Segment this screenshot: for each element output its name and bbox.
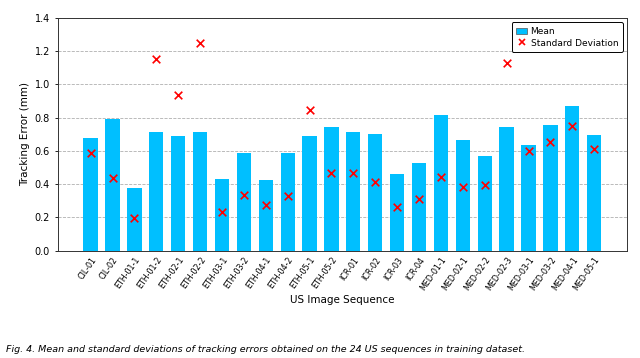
Point: [589, 146, 599, 152]
Bar: [215, 179, 229, 251]
Bar: [149, 132, 163, 251]
Bar: [368, 134, 382, 251]
Point: [195, 40, 205, 46]
Text: Fig. 4. Mean and standard deviations of tracking errors obtained on the 24 US se: Fig. 4. Mean and standard deviations of …: [6, 345, 525, 354]
Point: [524, 148, 534, 154]
Bar: [587, 135, 602, 251]
Bar: [543, 125, 557, 251]
Bar: [171, 136, 186, 251]
Bar: [565, 106, 579, 251]
Bar: [193, 132, 207, 251]
X-axis label: US Image Sequence: US Image Sequence: [290, 295, 395, 305]
Bar: [499, 127, 514, 251]
Bar: [83, 137, 98, 251]
Point: [129, 215, 140, 221]
Bar: [259, 180, 273, 251]
Point: [305, 107, 315, 113]
Bar: [324, 127, 339, 251]
Bar: [280, 153, 295, 251]
Point: [436, 174, 446, 179]
Point: [392, 204, 403, 209]
Bar: [434, 115, 448, 251]
Point: [282, 193, 292, 199]
Point: [567, 123, 577, 129]
Bar: [477, 156, 492, 251]
Bar: [522, 145, 536, 251]
Point: [151, 57, 161, 62]
Point: [173, 92, 183, 98]
Bar: [303, 136, 317, 251]
Legend: Mean, Standard Deviation: Mean, Standard Deviation: [511, 23, 623, 52]
Point: [502, 60, 512, 66]
Bar: [456, 140, 470, 251]
Bar: [106, 119, 120, 251]
Point: [217, 209, 227, 215]
Point: [545, 139, 556, 145]
Bar: [127, 188, 141, 251]
Bar: [346, 132, 360, 251]
Point: [348, 170, 358, 176]
Bar: [237, 153, 251, 251]
Point: [86, 150, 96, 156]
Point: [326, 170, 337, 176]
Bar: [412, 163, 426, 251]
Point: [239, 192, 249, 198]
Point: [370, 179, 380, 184]
Point: [414, 196, 424, 202]
Point: [260, 202, 271, 208]
Point: [479, 182, 490, 188]
Point: [108, 175, 118, 181]
Y-axis label: Tracking Error (mm): Tracking Error (mm): [20, 82, 31, 186]
Point: [458, 185, 468, 190]
Bar: [390, 174, 404, 251]
